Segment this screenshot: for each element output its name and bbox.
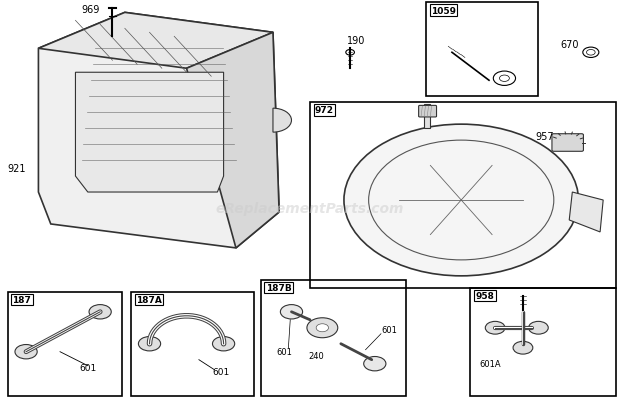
FancyBboxPatch shape [552, 134, 583, 152]
Bar [260, 280, 405, 396]
FancyBboxPatch shape [418, 106, 436, 117]
Text: 1059: 1059 [431, 6, 456, 16]
Circle shape [15, 344, 37, 359]
Circle shape [494, 72, 516, 86]
Bar [426, 3, 538, 97]
Text: 187A: 187A [136, 295, 162, 304]
Text: 601: 601 [276, 347, 292, 356]
Text: 187: 187 [12, 295, 32, 304]
Text: 601A: 601A [480, 359, 502, 368]
Circle shape [364, 356, 386, 371]
Text: 958: 958 [476, 291, 494, 300]
Bar [7, 292, 122, 396]
Circle shape [307, 318, 338, 338]
Circle shape [583, 48, 599, 58]
Polygon shape [569, 192, 603, 232]
Bar [310, 103, 616, 288]
Circle shape [89, 305, 111, 319]
Circle shape [346, 51, 355, 56]
Bar [131, 292, 254, 396]
Circle shape [213, 337, 235, 351]
Text: 921: 921 [7, 164, 26, 174]
Circle shape [500, 76, 510, 82]
Text: 601: 601 [212, 367, 229, 376]
Circle shape [138, 337, 161, 351]
Polygon shape [424, 105, 430, 129]
Text: 957: 957 [535, 132, 554, 142]
Wedge shape [273, 109, 291, 133]
Text: 190: 190 [347, 36, 365, 46]
Text: eReplacementParts.com: eReplacementParts.com [216, 201, 404, 215]
Ellipse shape [344, 125, 578, 276]
Polygon shape [187, 33, 279, 248]
Circle shape [528, 322, 548, 334]
Text: 240: 240 [308, 351, 324, 360]
Circle shape [513, 342, 533, 354]
Text: 601: 601 [381, 326, 397, 334]
Circle shape [485, 322, 505, 334]
Polygon shape [38, 13, 273, 69]
Circle shape [587, 51, 595, 56]
Text: 187B: 187B [265, 284, 291, 292]
Bar [471, 288, 616, 396]
Polygon shape [38, 13, 279, 248]
Polygon shape [76, 73, 224, 192]
Text: 670: 670 [560, 40, 578, 50]
Circle shape [280, 305, 303, 319]
Text: 601: 601 [79, 363, 97, 372]
Text: 972: 972 [315, 106, 334, 115]
Text: 969: 969 [82, 5, 100, 15]
Circle shape [316, 324, 329, 332]
